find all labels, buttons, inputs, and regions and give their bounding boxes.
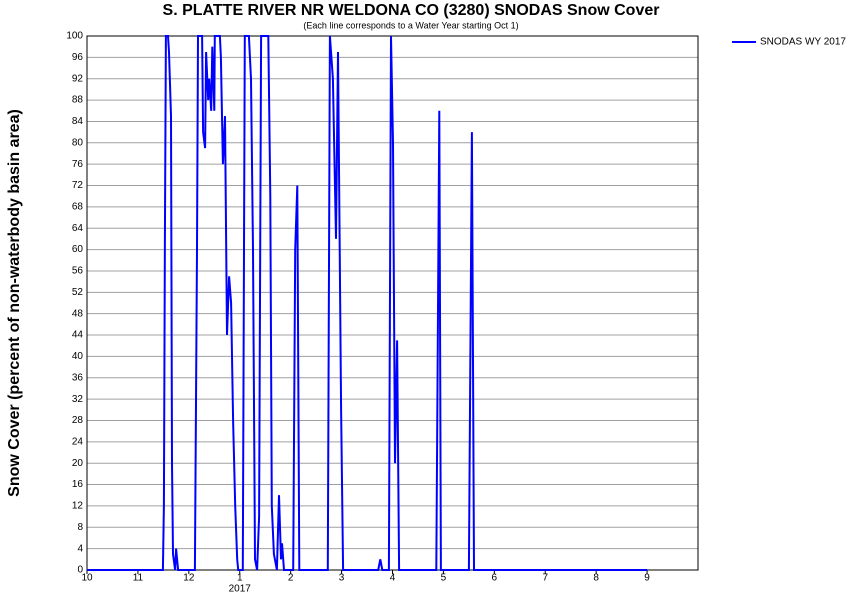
y-tick-label: 44 bbox=[72, 330, 84, 341]
y-tick-label: 92 bbox=[72, 73, 84, 84]
y-tick-label: 96 bbox=[72, 52, 84, 63]
x-tick-label: 4 bbox=[390, 573, 396, 584]
y-tick-label: 88 bbox=[72, 95, 84, 106]
y-axis-label: Snow Cover (percent of non-waterbody bas… bbox=[6, 109, 23, 497]
y-tick-label: 16 bbox=[72, 479, 84, 490]
legend-label: SNODAS WY 2017 bbox=[760, 37, 846, 48]
x-tick-label: 1 bbox=[237, 573, 243, 584]
y-tick-label: 68 bbox=[72, 202, 84, 213]
y-tick-label: 4 bbox=[77, 543, 83, 554]
x-tick-label: 9 bbox=[644, 573, 650, 584]
y-tick-label: 32 bbox=[72, 394, 84, 405]
y-tick-label: 64 bbox=[72, 223, 84, 234]
y-tick-label: 76 bbox=[72, 159, 84, 170]
y-tick-label: 80 bbox=[72, 137, 84, 148]
x-tick-label: 8 bbox=[593, 573, 599, 584]
y-tick-label: 84 bbox=[72, 116, 84, 127]
y-tick-label: 48 bbox=[72, 308, 84, 319]
data-line bbox=[87, 35, 648, 571]
y-tick-label: 100 bbox=[66, 31, 83, 42]
y-tick-label: 12 bbox=[72, 501, 84, 512]
x-tick-label: 7 bbox=[542, 573, 548, 584]
plot-frame bbox=[86, 35, 699, 571]
y-tick-label: 72 bbox=[72, 180, 84, 191]
x-tick-label: 11 bbox=[133, 573, 144, 584]
y-tick-label: 36 bbox=[72, 372, 84, 383]
chart-subtitle: (Each line corresponds to a Water Year s… bbox=[303, 20, 518, 30]
x-tick-label: 10 bbox=[81, 573, 93, 584]
chart-title: S. PLATTE RIVER NR WELDONA CO (3280) SNO… bbox=[163, 2, 660, 19]
y-tick-label: 40 bbox=[72, 351, 84, 362]
y-tick-label: 60 bbox=[72, 244, 84, 255]
y-tick-label: 24 bbox=[72, 436, 84, 447]
x-tick-label: 3 bbox=[339, 573, 345, 584]
y-tick-label: 8 bbox=[77, 522, 83, 533]
y-tick-label: 56 bbox=[72, 266, 84, 277]
x-tick-label: 6 bbox=[492, 573, 498, 584]
y-tick-label: 28 bbox=[72, 415, 84, 426]
y-tick-label: 0 bbox=[77, 565, 83, 576]
x-tick-label: 2 bbox=[288, 573, 294, 584]
x-tick-label: 5 bbox=[441, 573, 447, 584]
y-tick-label: 52 bbox=[72, 287, 84, 298]
y-tick-label: 20 bbox=[72, 458, 84, 469]
x-tick-label: 12 bbox=[183, 573, 195, 584]
x-annotation: 2017 bbox=[229, 584, 252, 595]
